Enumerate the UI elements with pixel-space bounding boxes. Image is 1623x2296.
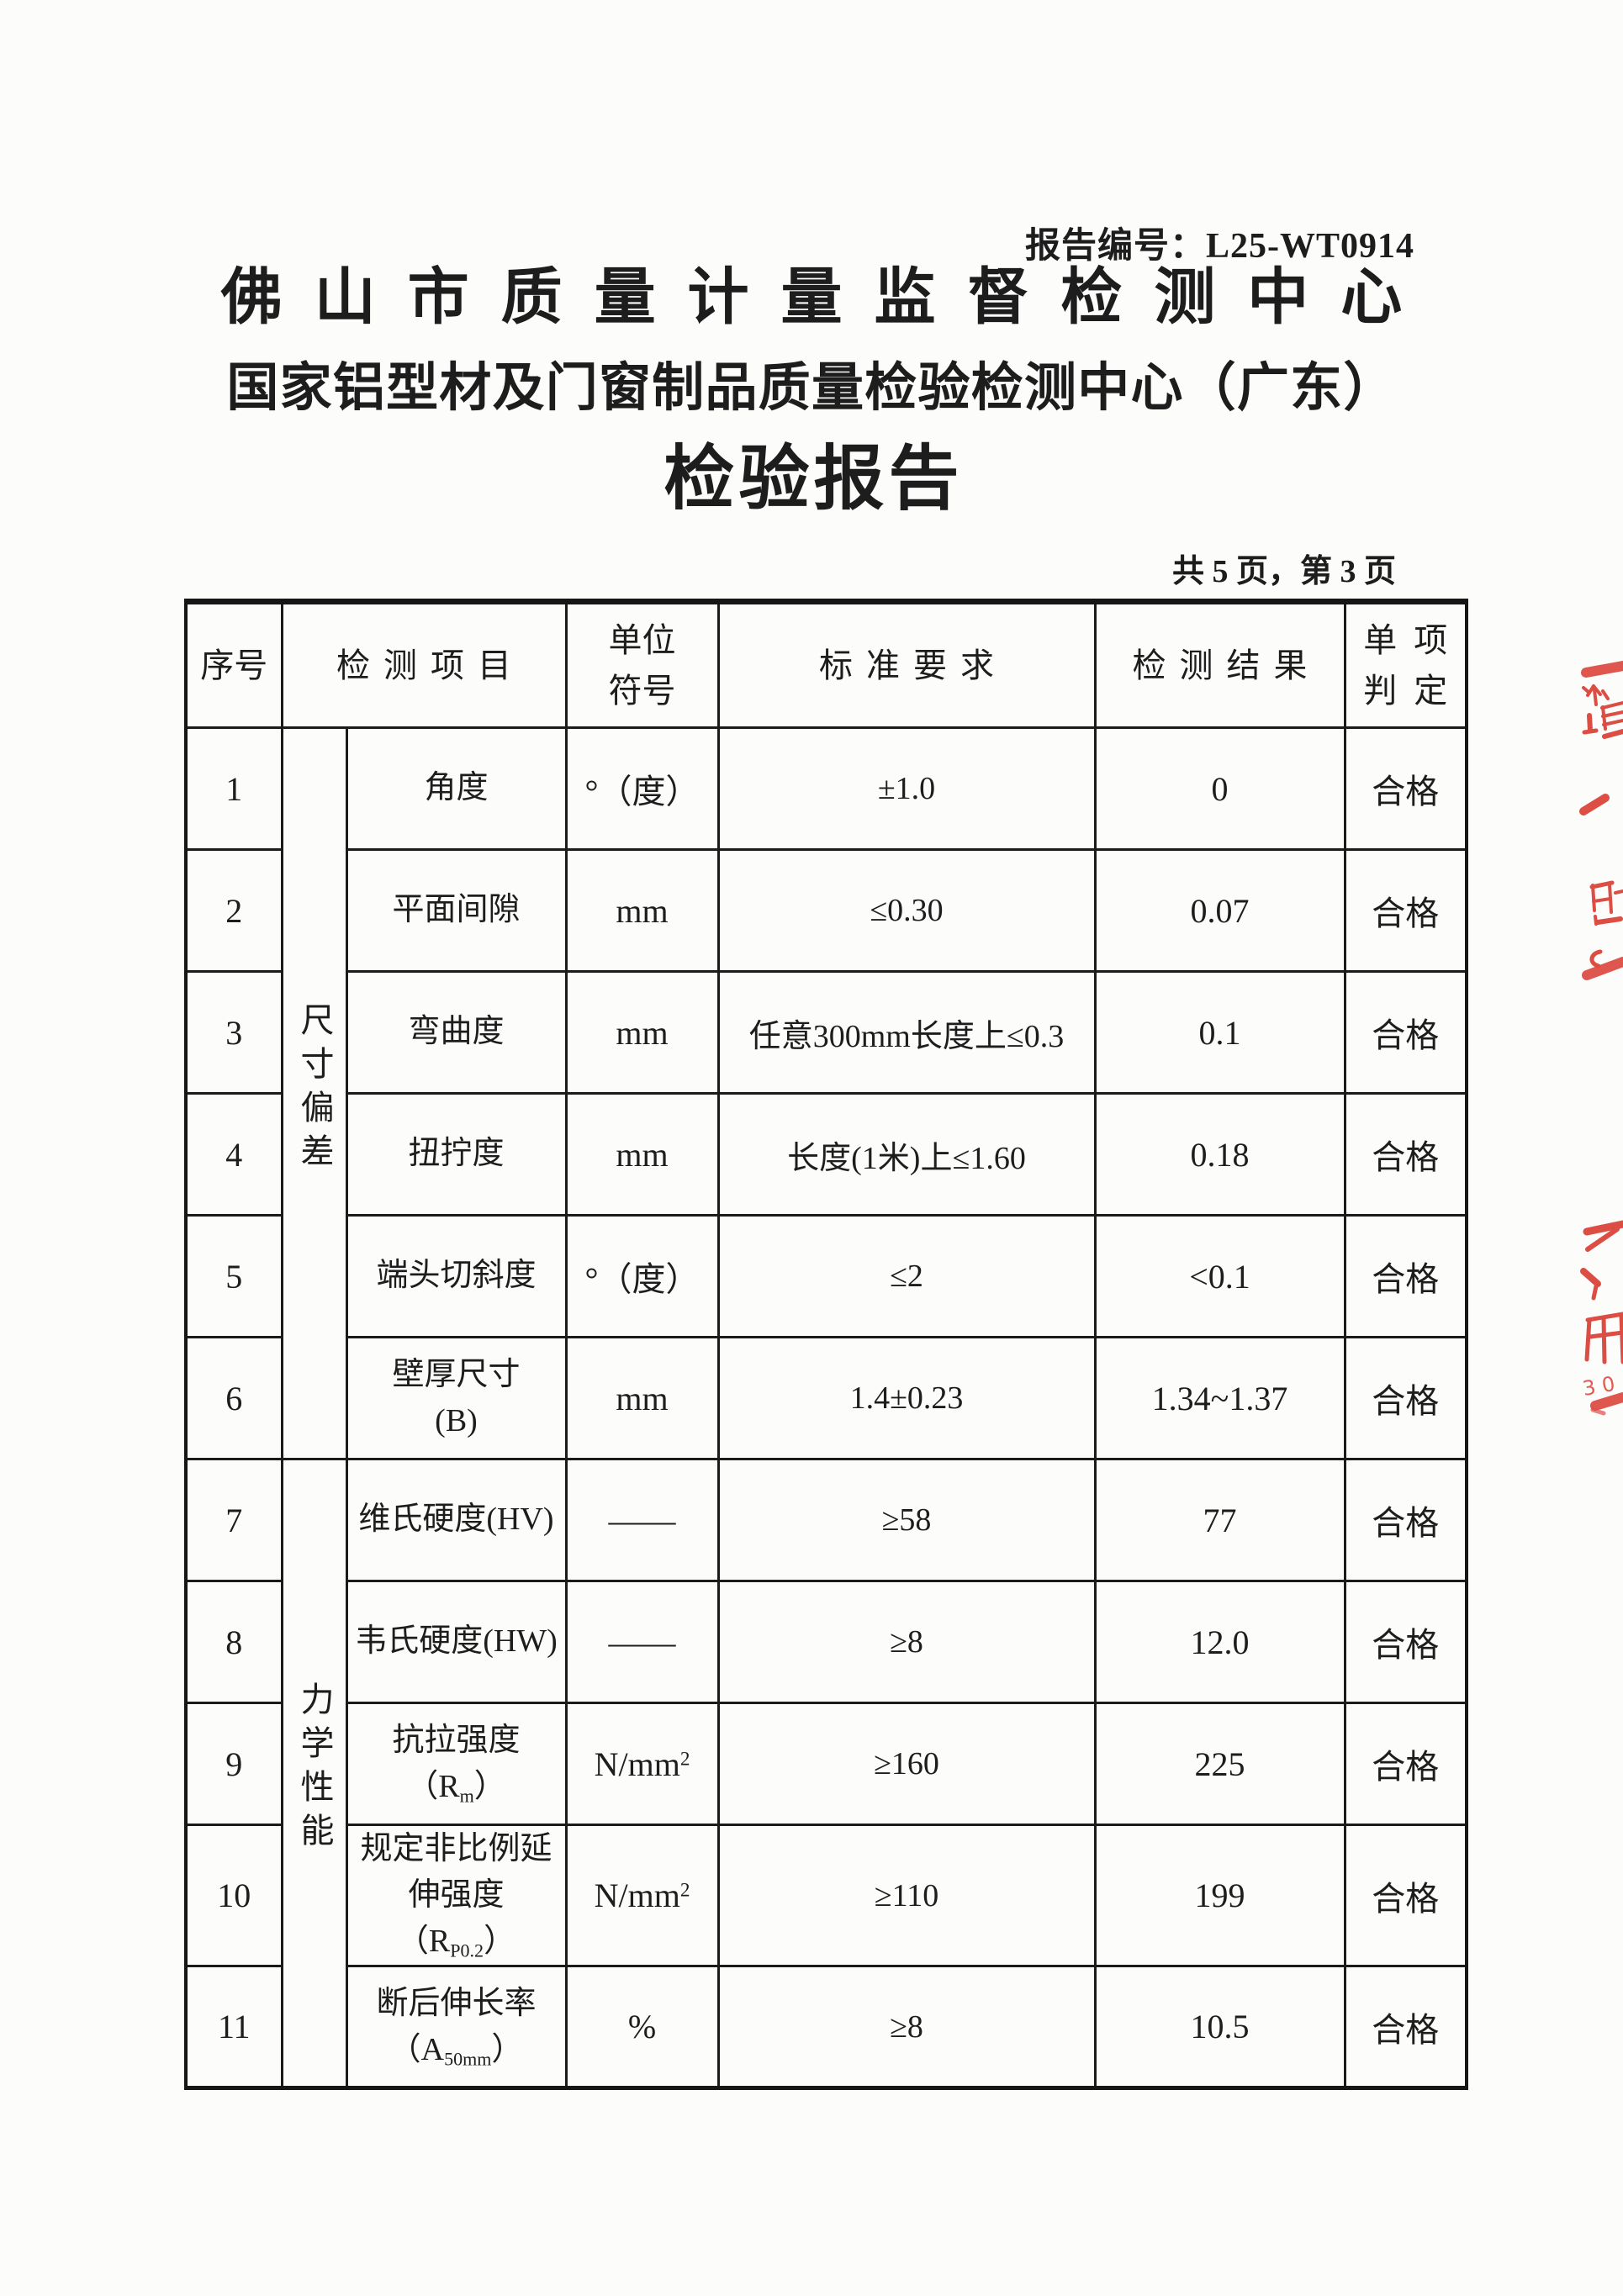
cell-verdict: 合格 [1343, 970, 1468, 1095]
cell-result: 10.5 [1093, 1965, 1346, 2090]
cell-item: 扭拧度 [345, 1092, 568, 1217]
cell-seq: 1 [184, 726, 283, 851]
report-number-line: 报告编号：L25-WT0914 [0, 217, 1414, 268]
col-header-verdict: 单项 判定 [1343, 600, 1468, 729]
cell-verdict: 合格 [1343, 1702, 1468, 1826]
col-header-standard: 标准要求 [716, 600, 1097, 729]
cell-standard: ≤0.30 [716, 848, 1097, 973]
cell-seq: 10 [184, 1823, 283, 1968]
report-number-label: 报告编号： [1024, 227, 1206, 266]
cell-result: 199 [1093, 1823, 1346, 1968]
cell-seq: 4 [184, 1092, 283, 1217]
cell-seq: 6 [184, 1336, 283, 1460]
cell-verdict: 合格 [1343, 1458, 1468, 1582]
cell-unit: mm [564, 848, 720, 973]
table-row: 10 规定非比例延 伸强度（RP0.2） N/mm2 ≥110 199 合格 [184, 1823, 1468, 1968]
cell-result: <0.1 [1093, 1214, 1346, 1338]
table-row: 6 壁厚尺寸 (B) mm 1.4±0.23 1.34~1.37 合格 [184, 1336, 1468, 1460]
group-cell-mechanical-properties: 力学性能 [280, 1457, 348, 2090]
table-row: 7 力学性能 维氏硬度(HV) —— ≥58 77 合格 [184, 1457, 1468, 2090]
org-subtitle: 国家铝型材及门窗制品质量检验检测中心（广东） [226, 360, 1397, 417]
cell-seq: 8 [184, 1580, 283, 1704]
red-stamp-marks: 30 [1579, 661, 1623, 1416]
page-indicator: 共 5 页，第 3 页 [1171, 554, 1396, 589]
group-cell-dimension-deviation: 尺寸偏差 [280, 726, 348, 1460]
cell-result: 0.07 [1093, 848, 1346, 973]
cell-item: 规定非比例延 伸强度（RP0.2） [345, 1823, 568, 1968]
col-header-result: 检测结果 [1093, 600, 1346, 729]
table-row: 8 韦氏硬度(HW) —— ≥8 12.0 合格 [184, 1580, 1468, 1704]
cell-seq: 3 [184, 970, 283, 1095]
cell-seq: 11 [184, 1965, 283, 2090]
cell-result: 1.34~1.37 [1093, 1336, 1346, 1460]
cell-verdict: 合格 [1343, 1823, 1468, 1968]
cell-unit: °（度） [564, 726, 720, 851]
cell-item: 断后伸长率 （A50mm） [345, 1965, 568, 2090]
cell-item: 弯曲度 [345, 970, 568, 1095]
cell-verdict: 合格 [1343, 726, 1468, 851]
cell-standard: 1.4±0.23 [716, 1336, 1097, 1460]
cell-standard: 长度(1米)上≤1.60 [716, 1092, 1097, 1217]
cell-seq: 7 [184, 1458, 283, 1582]
cell-standard: ≥8 [716, 1965, 1097, 2090]
inspection-results-table: 序号 检测项目 单位 符号 标准要求 检测结果 单项 判定 1 尺寸偏差 角度 °（… [184, 599, 1468, 2091]
cell-item: 维氏硬度(HV) [345, 1458, 568, 1582]
cell-unit: mm [564, 1092, 720, 1217]
table-row: 9 抗拉强度 （Rm） N/mm2 ≥160 225 合格 [184, 1702, 1468, 1826]
col-header-item: 检测项目 [280, 600, 568, 729]
cell-unit: —— [564, 1580, 720, 1704]
table-row: 3 弯曲度 mm 任意300mm长度上≤0.3 0.1 合格 [184, 970, 1468, 1095]
table-row: 5 端头切斜度 °（度） ≤2 <0.1 合格 [184, 1214, 1468, 1338]
cell-standard: ±1.0 [716, 726, 1097, 851]
cell-result: 0.18 [1093, 1092, 1346, 1217]
cell-unit: N/mm2 [564, 1823, 720, 1968]
cell-item: 韦氏硬度(HW) [345, 1580, 568, 1704]
org-title: 佛山市质量计量监督检测中心 [220, 263, 1435, 331]
cell-result: 225 [1093, 1702, 1346, 1826]
cell-verdict: 合格 [1343, 1336, 1468, 1460]
table-row: 11 断后伸长率 （A50mm） % ≥8 10.5 合格 [184, 1965, 1468, 2090]
cell-result: 0.1 [1093, 970, 1346, 1095]
cell-unit: N/mm2 [564, 1702, 720, 1826]
cell-unit: mm [564, 1336, 720, 1460]
cell-standard: ≥8 [716, 1580, 1097, 1704]
cell-unit: °（度） [564, 1214, 720, 1338]
cell-item: 抗拉强度 （Rm） [345, 1702, 568, 1826]
cell-standard: 任意300mm长度上≤0.3 [716, 970, 1097, 1095]
cell-item: 端头切斜度 [345, 1214, 568, 1338]
cell-standard: ≥58 [716, 1458, 1097, 1582]
table-row: 1 尺寸偏差 角度 °（度） ±1.0 0 合格 [184, 726, 1468, 1460]
cell-verdict: 合格 [1343, 1214, 1468, 1338]
col-header-unit: 单位 符号 [564, 600, 720, 729]
cell-verdict: 合格 [1343, 848, 1468, 973]
cell-verdict: 合格 [1343, 1965, 1468, 2090]
cell-verdict: 合格 [1343, 1092, 1468, 1217]
cell-item: 壁厚尺寸 (B) [345, 1336, 568, 1460]
cell-standard: ≤2 [716, 1214, 1097, 1338]
table-row: 2 平面间隙 mm ≤0.30 0.07 合格 [184, 848, 1468, 973]
cell-seq: 9 [184, 1702, 283, 1826]
cell-result: 0 [1093, 726, 1346, 851]
cell-standard: ≥160 [716, 1702, 1097, 1826]
cell-seq: 2 [184, 848, 283, 973]
cell-verdict: 合格 [1343, 1580, 1468, 1704]
cell-item: 角度 [345, 726, 568, 851]
cell-unit: mm [564, 970, 720, 1095]
cell-unit: % [564, 1965, 720, 2090]
table-row: 4 扭拧度 mm 长度(1米)上≤1.60 0.18 合格 [184, 1092, 1468, 1217]
cell-result: 77 [1093, 1458, 1346, 1582]
table-header-row: 序号 检测项目 单位 符号 标准要求 检测结果 单项 判定 [184, 600, 1468, 729]
col-header-seq: 序号 [184, 600, 283, 729]
cell-standard: ≥110 [716, 1823, 1097, 1968]
document-title: 检验报告 [663, 441, 964, 519]
cell-unit: —— [564, 1458, 720, 1582]
cell-item: 平面间隙 [345, 848, 568, 973]
report-number-value: L25-WT0914 [1205, 227, 1414, 266]
cell-result: 12.0 [1093, 1580, 1346, 1704]
cell-seq: 5 [184, 1214, 283, 1338]
